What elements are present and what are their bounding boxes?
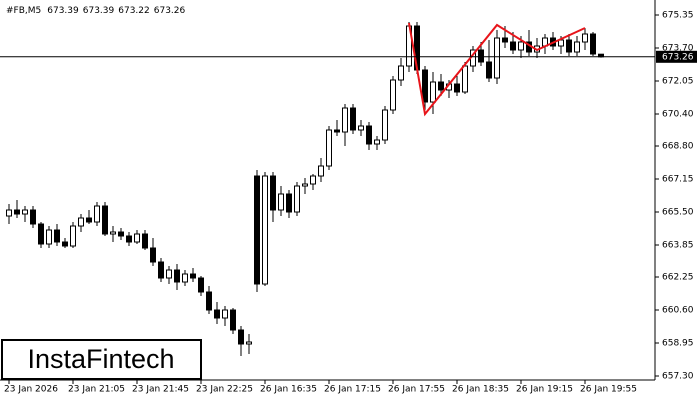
- candle-body: [14, 209, 20, 215]
- candle-body: [262, 175, 268, 285]
- pattern-line: [408, 22, 586, 117]
- candle-body: [286, 193, 292, 213]
- x-tick-label: 23 Jan 2026: [4, 385, 58, 395]
- candle-body: [30, 209, 36, 225]
- candle-body: [206, 291, 212, 311]
- y-tick-label: 663.85: [662, 241, 694, 251]
- header-open: 673.39: [47, 6, 79, 16]
- candle-body: [174, 269, 180, 283]
- candle-body: [486, 61, 492, 79]
- header-high: 673.39: [83, 6, 115, 16]
- candle-body: [182, 273, 188, 283]
- y-tick-label: 667.15: [662, 175, 694, 185]
- candle-body: [382, 109, 388, 141]
- x-tick-label: 26 Jan 16:35: [260, 385, 317, 395]
- candle-body: [214, 309, 220, 319]
- candle-body: [310, 175, 316, 185]
- header-close: 673.26: [154, 6, 186, 16]
- candle-body: [46, 229, 52, 245]
- x-tick-label: 26 Jan 19:15: [516, 385, 573, 395]
- candle-body: [358, 125, 364, 131]
- y-tick-label: 665.50: [662, 208, 694, 218]
- y-tick-label: 662.25: [662, 273, 694, 283]
- candle-body: [318, 165, 324, 177]
- y-tick-label: 672.05: [662, 77, 694, 87]
- candle-body: [574, 41, 580, 53]
- candle-body: [6, 209, 12, 217]
- y-tick-label: 673.70: [662, 44, 694, 54]
- candle-body: [22, 209, 28, 215]
- candle-body: [166, 269, 172, 279]
- candle-body: [230, 309, 236, 331]
- candle-body: [350, 107, 356, 131]
- x-tick-label: 23 Jan 21:05: [68, 385, 125, 395]
- x-tick-label: 23 Jan 22:25: [196, 385, 253, 395]
- candle-body: [134, 233, 140, 243]
- x-tick-label: 26 Jan 17:55: [388, 385, 445, 395]
- y-tick-label: 658.95: [662, 339, 694, 349]
- x-tick-label: 26 Jan 18:35: [452, 385, 509, 395]
- x-tick-label: 23 Jan 21:45: [132, 385, 189, 395]
- candle-body: [582, 33, 588, 43]
- candle-body: [430, 81, 436, 103]
- candle-body: [198, 277, 204, 293]
- candle-body: [126, 235, 132, 243]
- candle-body: [294, 185, 300, 213]
- candle-body: [590, 33, 596, 55]
- y-tick-label: 657.30: [662, 372, 694, 382]
- logo-box: [1, 339, 202, 380]
- candle-body: [78, 217, 84, 227]
- candle-body: [254, 175, 260, 285]
- candle-body: [110, 231, 116, 235]
- candle-body: [94, 205, 100, 223]
- candle-body: [70, 225, 76, 247]
- candle-body: [390, 79, 396, 111]
- candle-body: [62, 241, 68, 247]
- candle-body: [462, 65, 468, 93]
- x-tick-label: 26 Jan 19:55: [580, 385, 637, 395]
- candle-body: [518, 41, 524, 51]
- candle-body: [54, 229, 60, 243]
- y-tick-label: 668.80: [662, 142, 694, 152]
- candle-body: [438, 81, 444, 91]
- candle-body: [366, 125, 372, 145]
- candle-body: [422, 69, 428, 103]
- candle-body: [454, 83, 460, 93]
- candle-body: [374, 139, 380, 145]
- candle-body: [38, 223, 44, 245]
- candle-body: [566, 39, 572, 53]
- chart-header: #FB,M5 673.39 673.39 673.22 673.26: [6, 6, 186, 16]
- candle-body: [190, 273, 196, 279]
- candle-body: [222, 309, 228, 319]
- candle-body: [510, 41, 516, 51]
- candle-body: [502, 37, 508, 43]
- last-price-label: 673.26: [662, 52, 694, 62]
- candle-body: [334, 129, 340, 133]
- candle-body: [102, 205, 108, 235]
- candle-body: [478, 49, 484, 63]
- candle-body: [326, 129, 332, 167]
- y-tick-label: 670.40: [662, 110, 694, 120]
- last-price-box: [656, 50, 697, 63]
- candle-body: [150, 247, 156, 263]
- logo: InstaFintech: [27, 344, 174, 374]
- candle-body: [158, 261, 164, 279]
- candle-body: [270, 175, 276, 211]
- candle-body: [142, 233, 148, 249]
- y-tick-label: 660.60: [662, 306, 694, 316]
- candle-body: [238, 329, 244, 345]
- candle-body: [86, 217, 92, 223]
- y-tick-label: 675.35: [662, 11, 694, 21]
- candle-body: [302, 183, 308, 187]
- x-tick-label: 26 Jan 17:15: [324, 385, 381, 395]
- header-low: 673.22: [118, 6, 150, 16]
- candle-body: [246, 341, 252, 345]
- candle-body: [398, 65, 404, 81]
- candle-body: [342, 107, 348, 133]
- candle-body: [118, 231, 124, 237]
- candle-body: [494, 37, 500, 79]
- candle-body: [278, 193, 284, 211]
- symbol: #FB,M5: [6, 6, 41, 16]
